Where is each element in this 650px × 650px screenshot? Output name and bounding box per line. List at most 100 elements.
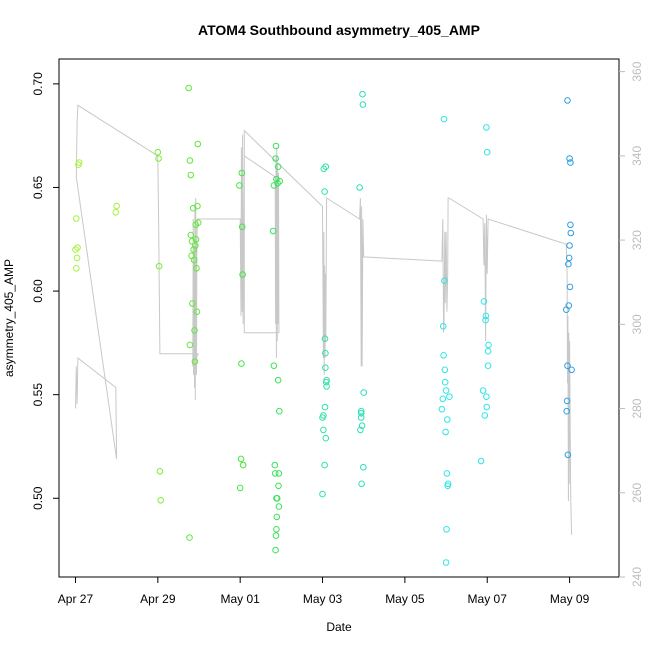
- data-point: [483, 393, 490, 401]
- data-point: [270, 182, 278, 189]
- data-point: [564, 97, 571, 104]
- data-point: [236, 182, 243, 189]
- data-point: [444, 416, 451, 423]
- series-line: [75, 104, 573, 535]
- data-point: [480, 298, 488, 305]
- data-point: [563, 407, 571, 415]
- data-point: [193, 308, 201, 316]
- data-point: [191, 358, 199, 365]
- data-point: [239, 271, 246, 278]
- data-point: [275, 470, 283, 477]
- x-tick-label: May 07: [468, 592, 508, 606]
- data-point: [479, 387, 487, 394]
- x-tick-label: May 05: [385, 592, 425, 606]
- y2-tick-label: 360: [630, 61, 644, 81]
- data-point: [237, 455, 245, 463]
- data-point: [439, 395, 447, 403]
- data-point: [357, 410, 365, 417]
- data-point: [190, 256, 198, 264]
- data-point: [442, 428, 449, 436]
- x-tick-label: May 03: [303, 592, 343, 606]
- data-point: [438, 405, 446, 413]
- x-axis-label: Date: [326, 620, 352, 634]
- data-point: [321, 461, 328, 469]
- data-point: [271, 470, 279, 477]
- data-point: [565, 254, 573, 262]
- data-point: [276, 177, 284, 185]
- data-point: [359, 90, 366, 98]
- data-point: [186, 341, 194, 349]
- data-point: [73, 215, 80, 222]
- data-point: [565, 260, 572, 268]
- y-tick-label: 0.70: [31, 72, 45, 96]
- x-tick-label: Apr 27: [58, 592, 94, 606]
- data-point: [360, 389, 368, 396]
- data-point: [191, 327, 198, 334]
- data-point: [566, 155, 573, 162]
- data-point: [567, 229, 575, 237]
- data-point: [321, 188, 328, 195]
- data-point: [322, 349, 329, 357]
- data-point: [320, 165, 328, 173]
- data-point: [483, 148, 491, 156]
- data-point: [186, 534, 193, 541]
- data-point: [443, 470, 451, 477]
- data-point: [483, 124, 490, 131]
- data-point: [483, 403, 491, 411]
- data-point: [187, 171, 195, 179]
- data-point: [272, 142, 280, 150]
- y-axis: 0.50 0.55 0.60 0.65 0.70: [31, 72, 59, 510]
- chart-title: ATOM4 Southbound asymmetry_405_AMP: [198, 22, 480, 38]
- data-point: [187, 231, 195, 239]
- data-point: [274, 163, 282, 170]
- data-point: [319, 490, 326, 498]
- data-point: [276, 407, 283, 415]
- y-tick-label: 0.60: [31, 279, 45, 303]
- data-point: [236, 484, 244, 492]
- y-axis-label: asymmetry_405_AMP: [2, 259, 16, 377]
- data-point: [73, 254, 81, 262]
- data-point: [269, 227, 277, 235]
- x-tick-label: May 09: [550, 592, 590, 606]
- data-point: [238, 360, 245, 367]
- scatter-points: [72, 84, 575, 566]
- data-point: [72, 246, 79, 253]
- y2-tick-label: 300: [630, 314, 644, 334]
- data-point: [113, 202, 120, 210]
- data-point: [194, 202, 201, 210]
- data-point: [443, 526, 450, 533]
- data-point: [272, 155, 279, 162]
- y2-tick-label: 280: [630, 398, 644, 418]
- x-axis: Apr 27 Apr 29 May 01 May 03 May 05 May 07 May …: [58, 577, 590, 606]
- data-point: [185, 84, 192, 92]
- data-point: [446, 393, 453, 401]
- data-point: [357, 407, 365, 415]
- y2-tick-label: 340: [630, 146, 644, 166]
- data-point: [323, 376, 330, 384]
- data-point: [356, 184, 363, 191]
- data-point: [322, 434, 330, 442]
- data-point: [564, 451, 572, 459]
- data-point: [477, 457, 485, 465]
- data-point: [190, 246, 197, 253]
- data-point: [564, 362, 571, 370]
- data-point: [186, 157, 194, 164]
- x-tick-label: May 01: [220, 592, 260, 606]
- data-point: [238, 223, 246, 231]
- data-point: [155, 262, 163, 270]
- data-point: [322, 364, 329, 372]
- data-point: [189, 300, 196, 307]
- data-point: [441, 277, 448, 285]
- data-point: [157, 497, 164, 504]
- data-point: [155, 155, 162, 162]
- data-point: [322, 163, 330, 170]
- data-point: [441, 366, 449, 374]
- data-point: [357, 414, 365, 421]
- data-point: [192, 236, 200, 243]
- data-point: [238, 169, 246, 177]
- y-tick-label: 0.55: [31, 383, 45, 407]
- data-point: [270, 362, 278, 370]
- data-point: [321, 335, 329, 343]
- data-point: [563, 397, 571, 405]
- data-point: [192, 242, 199, 249]
